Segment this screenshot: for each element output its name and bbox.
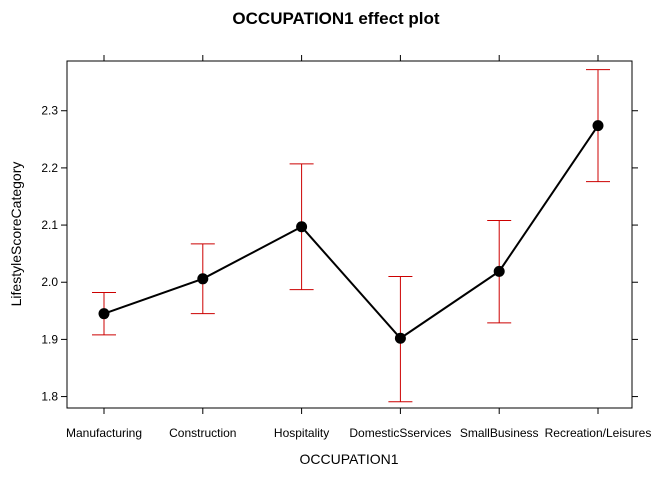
data-points <box>98 120 604 344</box>
chart-title: OCCUPATION1 effect plot <box>232 9 439 28</box>
x-axis-title: OCCUPATION1 <box>299 451 398 467</box>
x-tick-label: SmallBusiness <box>460 426 539 440</box>
y-tick-label: 2.0 <box>41 275 58 289</box>
series-line-group <box>103 125 599 340</box>
error-bars <box>92 69 610 403</box>
x-tick-label: Construction <box>169 426 236 440</box>
x-tick-label: Hospitality <box>274 426 329 440</box>
y-tick-label: 1.8 <box>41 390 58 404</box>
data-point <box>197 273 209 285</box>
data-point <box>98 308 110 320</box>
axis-ticks <box>61 55 638 414</box>
tick-labels: 1.8 1.9 2.0 2.1 2.2 2.3 Manufacturing Construct… <box>41 104 651 440</box>
data-point <box>296 221 308 233</box>
y-axis-title: LifestyleScoreCategory <box>8 162 24 307</box>
y-tick-label: 2.2 <box>41 161 58 175</box>
x-tick-label: DomesticSservices <box>349 426 451 440</box>
x-tick-label: Recreation/Leisures <box>545 426 652 440</box>
data-point <box>493 265 505 277</box>
x-tick-label: Manufacturing <box>66 426 142 440</box>
y-tick-label: 2.3 <box>41 104 58 118</box>
data-point <box>394 332 406 344</box>
y-tick-label: 1.9 <box>41 332 58 346</box>
plot-frame <box>66 60 633 409</box>
data-point <box>592 120 604 132</box>
y-tick-label: 2.1 <box>41 218 58 232</box>
series-line <box>103 125 599 340</box>
